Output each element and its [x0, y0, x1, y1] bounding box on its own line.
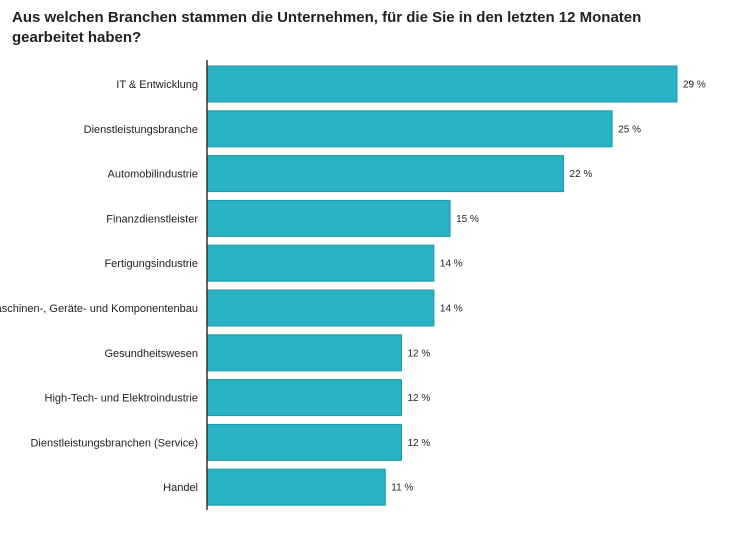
value-label: 25 % — [618, 124, 641, 135]
category-label: High-Tech- und Elektroindustrie — [45, 393, 198, 405]
bar — [206, 289, 435, 327]
bar — [206, 199, 451, 237]
bar — [206, 423, 402, 461]
bar — [206, 110, 613, 148]
value-label: 29 % — [683, 80, 706, 91]
bar — [206, 244, 435, 282]
category-label: Handel — [163, 482, 198, 494]
value-label: 15 % — [456, 214, 479, 225]
value-label: 14 % — [440, 259, 463, 270]
value-label: 12 % — [407, 393, 430, 404]
bar — [206, 379, 402, 417]
category-label: Gesundheitswesen — [104, 348, 198, 360]
value-label: 11 % — [391, 483, 413, 494]
value-label: 14 % — [440, 304, 463, 315]
category-label: Automobilindustrie — [108, 169, 199, 181]
category-label: Dienstleistungsbranchen (Service) — [30, 437, 198, 449]
bars-layer — [206, 65, 678, 506]
bar — [206, 65, 678, 103]
value-labels-layer: 29 % 25 % 22 % 15 % 14 % 14 % 12 % 12 % 12 % 11 % — [391, 80, 706, 494]
chart-title: Aus welchen Branchen stammen die Unterne… — [12, 9, 642, 46]
bar — [206, 334, 402, 372]
bar — [206, 155, 565, 193]
category-label: Fertigungsindustrie — [104, 258, 198, 270]
category-label: Maschinen-, Geräte- und Komponentenbau — [0, 303, 198, 315]
value-label: 22 % — [570, 169, 593, 180]
bar — [206, 468, 386, 506]
category-label: Dienstleistungsbranche — [84, 124, 198, 136]
category-labels-layer: IT & Entwicklung Dienstleistungsbranche Au… — [0, 79, 198, 494]
category-label: IT & Entwicklung — [116, 79, 198, 91]
value-label: 12 % — [407, 438, 430, 449]
value-label: 12 % — [407, 348, 430, 359]
category-label: Finanzdienstleister — [106, 213, 198, 225]
